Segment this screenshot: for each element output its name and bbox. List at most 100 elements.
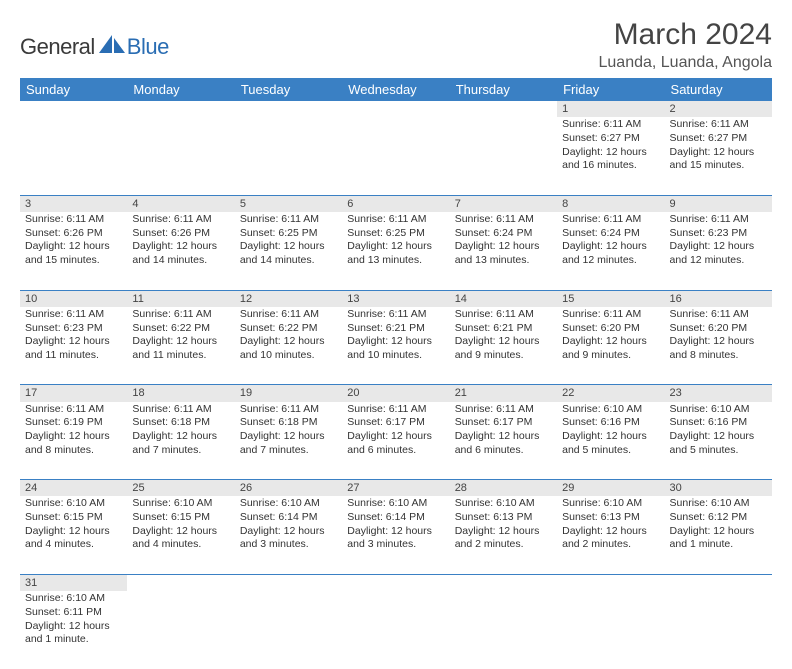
day-number-cell xyxy=(557,574,664,591)
day-details: Sunrise: 6:11 AMSunset: 6:18 PMDaylight:… xyxy=(127,402,234,461)
day-number-cell: 27 xyxy=(342,480,449,497)
day-number-cell: 6 xyxy=(342,195,449,212)
day-number: 19 xyxy=(235,385,342,401)
day-number-cell: 10 xyxy=(20,290,127,307)
day-details-cell xyxy=(342,591,449,669)
day-number: 1 xyxy=(557,101,664,117)
weekday-header: Wednesday xyxy=(342,78,449,101)
day-number-cell: 23 xyxy=(665,385,772,402)
day-details: Sunrise: 6:10 AMSunset: 6:14 PMDaylight:… xyxy=(235,496,342,555)
day-details-cell: Sunrise: 6:10 AMSunset: 6:11 PMDaylight:… xyxy=(20,591,127,669)
day-number-cell: 20 xyxy=(342,385,449,402)
details-row: Sunrise: 6:11 AMSunset: 6:19 PMDaylight:… xyxy=(20,402,772,480)
day-details: Sunrise: 6:11 AMSunset: 6:19 PMDaylight:… xyxy=(20,402,127,461)
day-details-cell: Sunrise: 6:11 AMSunset: 6:18 PMDaylight:… xyxy=(235,402,342,480)
day-details: Sunrise: 6:11 AMSunset: 6:24 PMDaylight:… xyxy=(557,212,664,271)
day-details-cell: Sunrise: 6:11 AMSunset: 6:23 PMDaylight:… xyxy=(665,212,772,290)
day-details-cell: Sunrise: 6:11 AMSunset: 6:27 PMDaylight:… xyxy=(557,117,664,195)
day-number-cell: 28 xyxy=(450,480,557,497)
day-details: Sunrise: 6:11 AMSunset: 6:25 PMDaylight:… xyxy=(342,212,449,271)
logo: General Blue xyxy=(20,18,169,60)
day-details-cell xyxy=(557,591,664,669)
day-number: 16 xyxy=(665,291,772,307)
day-number-cell: 5 xyxy=(235,195,342,212)
day-details-cell: Sunrise: 6:10 AMSunset: 6:15 PMDaylight:… xyxy=(20,496,127,574)
day-number-cell: 25 xyxy=(127,480,234,497)
day-details-cell xyxy=(665,591,772,669)
details-row: Sunrise: 6:10 AMSunset: 6:11 PMDaylight:… xyxy=(20,591,772,669)
day-details: Sunrise: 6:11 AMSunset: 6:22 PMDaylight:… xyxy=(235,307,342,366)
day-details: Sunrise: 6:11 AMSunset: 6:17 PMDaylight:… xyxy=(342,402,449,461)
day-number-cell xyxy=(342,574,449,591)
day-details-cell: Sunrise: 6:10 AMSunset: 6:12 PMDaylight:… xyxy=(665,496,772,574)
day-number-cell: 11 xyxy=(127,290,234,307)
day-number-cell xyxy=(20,101,127,117)
day-number-cell xyxy=(127,101,234,117)
day-details-cell xyxy=(450,591,557,669)
day-details: Sunrise: 6:10 AMSunset: 6:13 PMDaylight:… xyxy=(450,496,557,555)
day-number: 28 xyxy=(450,480,557,496)
day-details: Sunrise: 6:10 AMSunset: 6:16 PMDaylight:… xyxy=(557,402,664,461)
day-number: 22 xyxy=(557,385,664,401)
day-details: Sunrise: 6:11 AMSunset: 6:20 PMDaylight:… xyxy=(557,307,664,366)
day-details-cell: Sunrise: 6:11 AMSunset: 6:21 PMDaylight:… xyxy=(450,307,557,385)
day-details-cell: Sunrise: 6:11 AMSunset: 6:18 PMDaylight:… xyxy=(127,402,234,480)
details-row: Sunrise: 6:11 AMSunset: 6:23 PMDaylight:… xyxy=(20,307,772,385)
logo-text-general: General xyxy=(20,34,95,60)
day-number: 17 xyxy=(20,385,127,401)
day-details: Sunrise: 6:11 AMSunset: 6:18 PMDaylight:… xyxy=(235,402,342,461)
day-number-cell: 17 xyxy=(20,385,127,402)
day-details-cell: Sunrise: 6:10 AMSunset: 6:16 PMDaylight:… xyxy=(665,402,772,480)
page-header: General Blue March 2024 Luanda, Luanda, … xyxy=(20,18,772,72)
day-number: 25 xyxy=(127,480,234,496)
day-number-cell xyxy=(450,101,557,117)
day-number: 21 xyxy=(450,385,557,401)
calendar-body: 12Sunrise: 6:11 AMSunset: 6:27 PMDayligh… xyxy=(20,101,772,669)
day-number-cell: 12 xyxy=(235,290,342,307)
weekday-header: Sunday xyxy=(20,78,127,101)
day-number-cell: 13 xyxy=(342,290,449,307)
weekday-header: Monday xyxy=(127,78,234,101)
day-number: 8 xyxy=(557,196,664,212)
day-details-cell: Sunrise: 6:10 AMSunset: 6:16 PMDaylight:… xyxy=(557,402,664,480)
day-details-cell: Sunrise: 6:11 AMSunset: 6:24 PMDaylight:… xyxy=(450,212,557,290)
day-details: Sunrise: 6:11 AMSunset: 6:17 PMDaylight:… xyxy=(450,402,557,461)
daynum-row: 24252627282930 xyxy=(20,480,772,497)
day-details: Sunrise: 6:11 AMSunset: 6:23 PMDaylight:… xyxy=(20,307,127,366)
day-details-cell: Sunrise: 6:11 AMSunset: 6:21 PMDaylight:… xyxy=(342,307,449,385)
day-number: 6 xyxy=(342,196,449,212)
day-number: 10 xyxy=(20,291,127,307)
day-number-cell: 8 xyxy=(557,195,664,212)
daynum-row: 12 xyxy=(20,101,772,117)
day-details: Sunrise: 6:10 AMSunset: 6:13 PMDaylight:… xyxy=(557,496,664,555)
logo-sail-icon xyxy=(99,35,125,53)
day-number-cell xyxy=(127,574,234,591)
day-details: Sunrise: 6:11 AMSunset: 6:21 PMDaylight:… xyxy=(342,307,449,366)
day-details: Sunrise: 6:10 AMSunset: 6:12 PMDaylight:… xyxy=(665,496,772,555)
day-number-cell xyxy=(342,101,449,117)
day-details: Sunrise: 6:10 AMSunset: 6:15 PMDaylight:… xyxy=(20,496,127,555)
daynum-row: 17181920212223 xyxy=(20,385,772,402)
day-details-cell: Sunrise: 6:11 AMSunset: 6:23 PMDaylight:… xyxy=(20,307,127,385)
day-details-cell xyxy=(127,591,234,669)
day-details-cell xyxy=(342,117,449,195)
day-number: 4 xyxy=(127,196,234,212)
day-number-cell xyxy=(450,574,557,591)
day-details-cell xyxy=(235,591,342,669)
day-number: 30 xyxy=(665,480,772,496)
day-number-cell: 3 xyxy=(20,195,127,212)
day-details-cell xyxy=(450,117,557,195)
day-number-cell: 31 xyxy=(20,574,127,591)
day-details-cell: Sunrise: 6:11 AMSunset: 6:20 PMDaylight:… xyxy=(557,307,664,385)
weekday-header: Tuesday xyxy=(235,78,342,101)
day-number-cell: 4 xyxy=(127,195,234,212)
day-number-cell: 16 xyxy=(665,290,772,307)
weekday-header-row: Sunday Monday Tuesday Wednesday Thursday… xyxy=(20,78,772,101)
day-number-cell xyxy=(665,574,772,591)
day-details: Sunrise: 6:11 AMSunset: 6:26 PMDaylight:… xyxy=(20,212,127,271)
day-number-cell: 29 xyxy=(557,480,664,497)
day-number: 24 xyxy=(20,480,127,496)
day-number: 29 xyxy=(557,480,664,496)
day-details: Sunrise: 6:11 AMSunset: 6:25 PMDaylight:… xyxy=(235,212,342,271)
day-details: Sunrise: 6:11 AMSunset: 6:21 PMDaylight:… xyxy=(450,307,557,366)
